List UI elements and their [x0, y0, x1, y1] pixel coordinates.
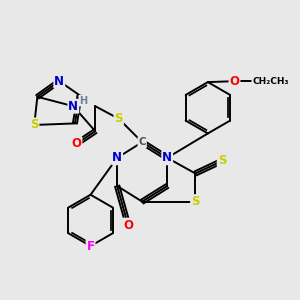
Text: O: O	[123, 219, 133, 232]
Text: S: S	[191, 195, 200, 208]
Text: H: H	[79, 96, 87, 106]
Text: S: S	[115, 112, 123, 125]
Text: F: F	[87, 239, 94, 253]
Text: N: N	[112, 151, 122, 164]
Text: N: N	[162, 151, 172, 164]
Text: CH₂CH₃: CH₂CH₃	[252, 77, 289, 86]
Text: O: O	[230, 75, 239, 88]
Text: S: S	[218, 154, 226, 167]
Text: C: C	[138, 137, 146, 147]
Text: N: N	[68, 100, 78, 113]
Text: O: O	[71, 137, 82, 150]
Text: N: N	[54, 75, 64, 88]
Text: S: S	[30, 118, 38, 131]
